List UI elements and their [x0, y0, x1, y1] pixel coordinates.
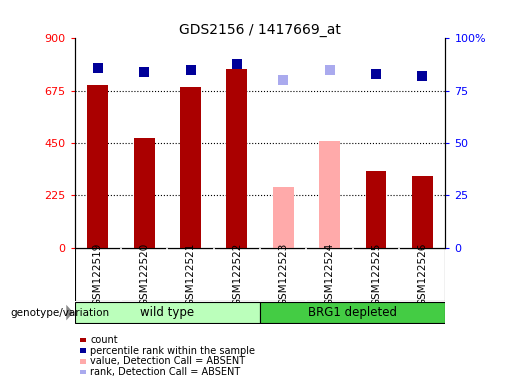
Text: GSM122523: GSM122523 [278, 243, 288, 306]
Point [279, 77, 287, 83]
Text: GSM122525: GSM122525 [371, 243, 381, 306]
Point [325, 67, 334, 73]
Point [372, 71, 380, 77]
Text: GSM122522: GSM122522 [232, 243, 242, 306]
Bar [75, 302, 260, 323]
Text: GSM122520: GSM122520 [139, 243, 149, 306]
Bar [180, 87, 201, 248]
Point [233, 60, 241, 66]
Point [186, 67, 195, 73]
Text: GSM122526: GSM122526 [417, 243, 427, 306]
Text: count: count [90, 335, 118, 345]
Bar [412, 175, 433, 248]
Text: wild type: wild type [140, 306, 195, 319]
Text: percentile rank within the sample: percentile rank within the sample [90, 346, 255, 356]
Text: BRG1 depleted: BRG1 depleted [308, 306, 397, 319]
Bar [88, 85, 108, 248]
Point [140, 69, 148, 75]
Bar [366, 171, 386, 248]
Bar [273, 187, 294, 248]
Title: GDS2156 / 1417669_at: GDS2156 / 1417669_at [179, 23, 341, 37]
Text: GSM122524: GSM122524 [324, 243, 335, 306]
Bar [260, 302, 445, 323]
Text: GSM122521: GSM122521 [185, 243, 196, 306]
Text: rank, Detection Call = ABSENT: rank, Detection Call = ABSENT [90, 367, 241, 377]
Text: genotype/variation: genotype/variation [10, 308, 109, 318]
Bar [134, 138, 154, 248]
Bar [319, 141, 340, 248]
Text: value, Detection Call = ABSENT: value, Detection Call = ABSENT [90, 356, 245, 366]
Point [94, 65, 102, 71]
Text: GSM122519: GSM122519 [93, 243, 103, 306]
Polygon shape [66, 305, 73, 320]
Bar [227, 69, 247, 248]
Point [418, 73, 426, 79]
